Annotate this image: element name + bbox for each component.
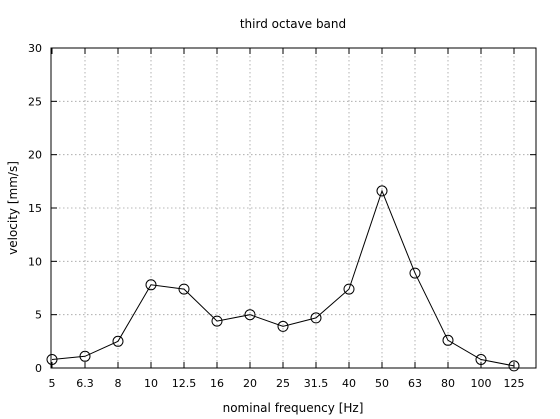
x-tick-label: 50 [375,377,389,390]
x-axis-label: nominal frequency [Hz] [223,401,364,415]
x-tick-label: 8 [115,377,122,390]
x-tick-label: 31.5 [304,377,329,390]
data-point [475,354,487,365]
grid [51,48,536,368]
series-line [51,189,515,367]
x-tick-label: 10 [144,377,158,390]
x-tick-label: 5 [49,377,56,390]
chart-title: third octave band [240,17,346,31]
x-tick-label: 20 [243,377,257,390]
data-point [79,350,91,362]
data-point [244,309,256,321]
y-axis: 0 5 10 15 20 25 30 [28,42,536,375]
x-tick-label: 80 [441,377,455,390]
x-tick-label: 12.5 [172,377,197,390]
data-point [145,279,157,291]
data-point [277,320,289,332]
y-tick-label: 5 [35,309,42,322]
y-tick-label: 15 [28,202,42,215]
data-point [211,315,223,327]
data-point [343,283,355,295]
x-tick-label: 25 [276,377,290,390]
x-tick-label: 40 [342,377,356,390]
data-point [46,354,58,365]
x-tick-label: 125 [504,377,525,390]
x-tick-label: 63 [408,377,422,390]
data-point [376,185,388,197]
x-tick-label: 100 [471,377,492,390]
series-markers [46,185,520,372]
y-axis-label: velocity [mm/s] [6,161,20,255]
y-tick-label: 25 [28,95,42,108]
data-point [310,312,322,324]
x-axis: 5 6.3 8 10 12.5 16 20 25 31.5 40 50 63 80 100 125 [49,48,525,390]
data-point [112,335,124,347]
data-point [442,334,454,346]
data-point [508,360,520,372]
y-tick-label: 20 [28,149,42,162]
y-tick-label: 30 [28,42,42,55]
x-tick-label: 6.3 [76,377,94,390]
data-point [409,267,421,279]
data-point [178,283,190,295]
x-tick-label: 16 [210,377,224,390]
y-tick-label: 10 [28,255,42,268]
y-tick-label: 0 [35,362,42,375]
